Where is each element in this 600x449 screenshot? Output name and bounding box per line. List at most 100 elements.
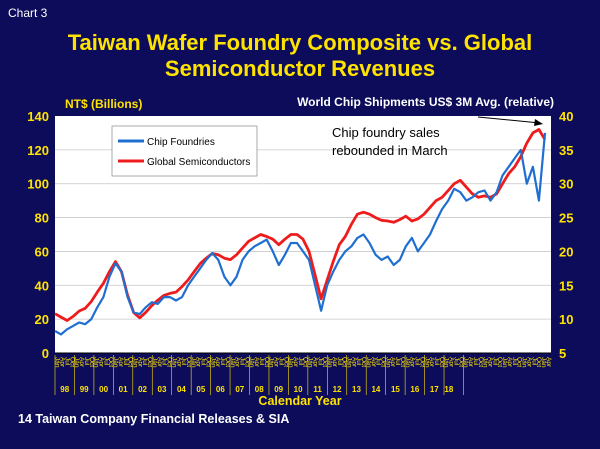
x-month-tick-label: Jul [258,357,265,366]
x-month-tick-label: Oct [302,357,309,367]
x-month-tick-label: Apr [117,357,124,368]
x-month-tick-label: Jul [472,357,479,366]
x-month-tick-label: Jan [307,357,314,368]
x-month-tick-label: Jan [462,357,469,368]
x-month-tick-label: Oct [243,357,250,367]
series-line-chip-foundries [54,132,547,336]
x-year-tick-label: 11 [313,385,322,394]
x-month-tick-label: Jul [297,357,304,366]
x-month-tick-label: Jul [316,357,323,366]
left-tick-label: 60 [35,244,49,259]
x-month-tick-label: Oct [360,357,367,367]
x-month-tick-label: Oct [535,357,542,367]
x-month-tick-label: Apr [467,357,474,368]
right-tick-label: 35 [559,143,573,158]
x-month-tick-label: Oct [496,357,503,367]
x-month-tick-label: Oct [457,357,464,367]
x-month-tick-label: Jul [530,357,537,366]
x-month-tick-label: Jul [355,357,362,366]
x-month-tick-label: Jan [326,357,333,368]
x-month-tick-label: Jan [170,357,177,368]
x-month-tick-label: Oct [146,357,153,367]
x-month-tick-label: Jan [54,357,61,368]
x-month-tick-label: Apr [156,357,163,368]
x-month-tick-label: Apr [175,357,182,368]
x-month-tick-label: Apr [311,357,318,368]
x-month-tick-label: Apr [78,357,85,368]
x-year-tick-label: 17 [430,385,439,394]
x-month-tick-label: Jul [161,357,168,366]
x-year-tick-label: 09 [274,385,283,394]
left-tick-label: 40 [35,278,49,293]
x-month-tick-label: Apr [136,357,143,368]
x-month-tick-label: Apr [331,357,338,368]
legend-label-global-semiconductors: Global Semiconductors [147,157,250,168]
x-month-tick-label: Apr [525,357,532,368]
x-month-tick-label: Apr [273,357,280,368]
x-month-tick-label: Oct [68,357,75,367]
x-year-tick-label: 00 [99,385,108,394]
series-line-global-semiconductors [54,128,547,322]
x-month-tick-label: Jul [102,357,109,366]
x-year-tick-label: 07 [235,385,244,394]
x-month-tick-label: Jan [482,357,489,368]
right-tick-label: 5 [559,346,566,361]
x-month-tick-label: Jan [248,357,255,368]
x-month-tick-label: Jan [443,357,450,368]
x-year-tick-label: 14 [371,385,380,394]
x-month-tick-label: Apr [448,357,455,368]
x-month-tick-label: Oct [185,357,192,367]
x-year-tick-label: 05 [196,385,205,394]
x-month-tick-label: Jan [209,357,216,368]
x-month-tick-label: Jul [414,357,421,366]
x-month-tick-label: Jul [219,357,226,366]
right-axis: 5 10 15 20 25 30 35 40 [559,109,573,361]
x-month-tick-label: Oct [107,357,114,367]
x-month-tick-label: Jan [93,357,100,368]
right-tick-label: 25 [559,211,573,226]
x-axis-label: Calendar Year [258,394,341,408]
x-month-tick-label: Jan [112,357,119,368]
x-month-tick-label: Apr [409,357,416,368]
x-month-tick-label: Jan [404,357,411,368]
left-tick-label: 100 [27,177,49,192]
x-month-tick-label: Jul [511,357,518,366]
right-tick-label: 30 [559,177,573,192]
chart-title-line-2: Semiconductor Revenues [164,56,436,81]
legend: Chip Foundries Global Semiconductors [111,125,258,177]
x-month-tick-label: Apr [214,357,221,368]
x-month-tick-label: Jul [83,357,90,366]
x-year-tick-label: 12 [333,385,342,394]
left-axis: 0 20 40 60 80 100 120 140 [27,109,49,361]
x-month-tick-label: Jul [336,357,343,366]
chart-title: Taiwan Wafer Foundry Composite vs. Globa… [0,30,600,82]
x-month-tick-label: Jan [501,357,508,368]
annotation: Chip foundry sales rebounded in March [332,116,543,158]
x-month-tick-label: Apr [195,357,202,368]
right-axis-label: World Chip Shipments US$ 3M Avg. (relati… [297,95,554,109]
legend-box [111,125,258,177]
x-month-tick-label: Jan [365,357,372,368]
x-month-tick-label: Oct [263,357,270,367]
x-month-tick-label: Jul [491,357,498,366]
x-year-tick-label: 01 [119,385,128,394]
x-month-tick-label: Jan [229,357,236,368]
annotation-text-line-2: rebounded in March [332,143,448,158]
x-year-tick-label: 13 [352,385,361,394]
x-month-tick-label: Jul [238,357,245,366]
x-month-tick-label: Oct [224,357,231,367]
x-month-tick-label: Oct [399,357,406,367]
x-month-tick-label: Jul [277,357,284,366]
x-month-tick-label: Jul [180,357,187,366]
x-month-tick-label: Oct [321,357,328,367]
series-lines [54,128,547,336]
x-month-tick-label: Jan [73,357,80,368]
x-month-tick-label: Apr [97,357,104,368]
x-month-tick-label: Jan [521,357,528,368]
left-tick-label: 140 [27,109,49,124]
x-month-tick-label: Jul [375,357,382,366]
x-month-tick-label: Apr [545,357,552,368]
x-month-tick-label: Apr [486,357,493,368]
x-month-tick-label: Oct [88,357,95,367]
x-year-tick-label: 98 [60,385,69,394]
